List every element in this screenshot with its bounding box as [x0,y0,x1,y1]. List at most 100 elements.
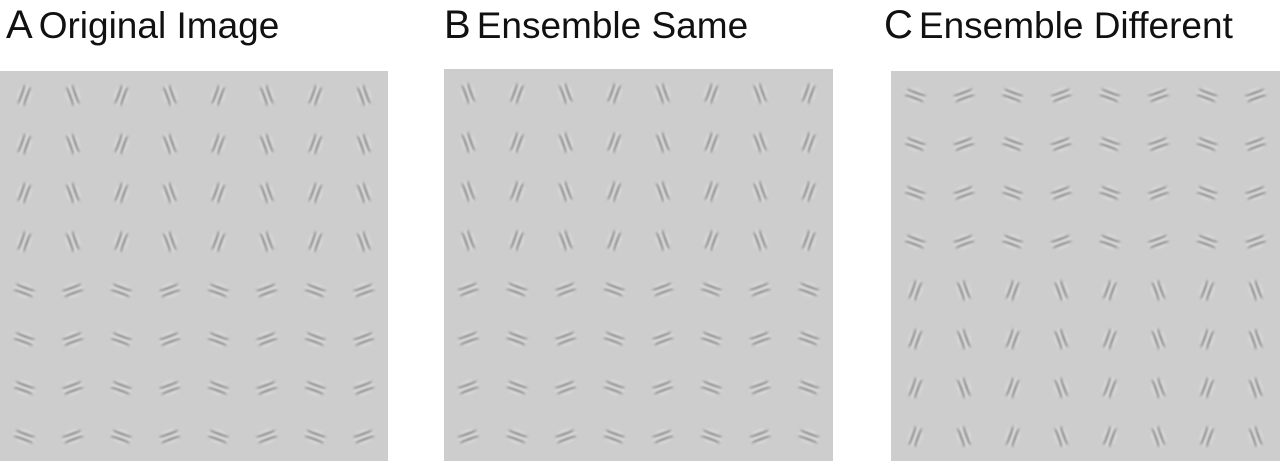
gabor-patch [1053,280,1069,301]
gabor-patch [801,230,817,251]
gabor-patch [506,282,528,297]
gabor-patch [460,132,476,153]
gabor-patch [1248,280,1264,301]
gabor-patch [1151,426,1166,447]
gabor-patch [749,380,771,395]
gabor-patch [207,283,229,298]
gabor-patch [1151,328,1166,350]
gabor-patch [356,231,372,252]
panel-c-title: C Ensemble Different [884,2,1233,48]
stimulus-field [444,69,833,461]
gabor-patch [701,429,722,444]
gabor-patch [558,132,573,153]
gabor-patch [956,280,972,301]
panel-b-label: Ensemble Same [476,5,749,46]
stimulus-field [0,71,388,461]
gabor-patch [1245,88,1267,103]
gabor-patch [558,83,573,104]
gabor-patch [159,380,181,396]
gabor-patch [655,132,671,153]
gabor-patch [159,429,181,444]
gabor-patch [457,429,479,444]
gabor-patch [801,83,817,104]
gabor-patch [749,331,771,346]
gabor-patch [506,331,528,346]
gabor-patch [555,331,576,346]
gabor-patch [1050,88,1072,103]
panel-b-title: B Ensemble Same [444,2,748,48]
gabor-patch [210,231,226,252]
gabor-patch [704,181,719,202]
gabor-patch [1148,185,1169,201]
gabor-patch [353,283,375,298]
gabor-patch [1002,234,1023,249]
gabor-patch [1099,88,1121,103]
gabor-patch [207,331,229,347]
gabor-patch [655,230,671,251]
gabor-patch [1248,328,1264,350]
gabor-patch [1199,280,1215,301]
gabor-patch [460,181,476,202]
gabor-patch [904,88,926,103]
gabor-patch [509,132,525,153]
gabor-patch [1102,377,1118,399]
gabor-patch [701,380,722,395]
gabor-patch [256,331,278,347]
gabor-patch [207,380,229,396]
gabor-patch [1199,328,1215,350]
gabor-patch [1148,88,1169,103]
gabor-patch [1102,280,1118,301]
gabor-patch [110,380,132,396]
gabor-patch [606,83,622,104]
gabor-patch [555,380,576,395]
gabor-patch [16,133,32,155]
gabor-patch [603,282,625,297]
gabor-patch [1050,234,1072,249]
gabor-patch [1148,136,1169,152]
gabor-patch [162,231,178,252]
panel-a-label: Original Image [38,5,280,46]
gabor-patch [304,283,326,298]
gabor-patch [1248,426,1264,447]
gabor-patch [953,136,975,152]
gabor-patch [1099,234,1121,249]
gabor-patch [62,283,84,298]
gabor-patch [603,380,625,395]
gabor-patch [655,181,671,202]
gabor-patch [13,429,35,444]
gabor-patch [1196,88,1218,103]
gabor-patch [704,83,719,104]
gabor-patch [798,380,820,395]
panel-c-label: Ensemble Different [918,5,1233,46]
gabor-patch [1102,426,1118,447]
gabor-patch [457,282,479,297]
gabor-patch [113,133,129,155]
gabor-patch [1151,377,1166,399]
gabor-patch [752,230,768,251]
gabor-patch [509,181,525,202]
gabor-patch [304,380,326,396]
gabor-patch [907,280,923,301]
gabor-patch [1199,377,1215,399]
gabor-patch [603,429,625,444]
gabor-patch [907,426,923,447]
gabor-patch [509,83,525,104]
panel-a-title: A Original Image [6,2,279,48]
gabor-patch [65,133,81,155]
gabor-patch [506,429,528,444]
gabor-patch [1050,185,1072,201]
gabor-patch [353,429,375,444]
gabor-patch [603,331,625,346]
gabor-patch [655,83,671,104]
gabor-patch [159,283,181,298]
gabor-patch [162,85,178,106]
gabor-patch [1245,234,1267,249]
gabor-patch [953,234,975,249]
panel-c-stimulus [891,71,1280,461]
gabor-patch [506,380,528,395]
gabor-patch [1099,185,1121,201]
gabor-patch [558,230,573,251]
gabor-patch [1050,136,1072,152]
gabor-patch [356,182,372,204]
gabor-patch [749,429,771,444]
